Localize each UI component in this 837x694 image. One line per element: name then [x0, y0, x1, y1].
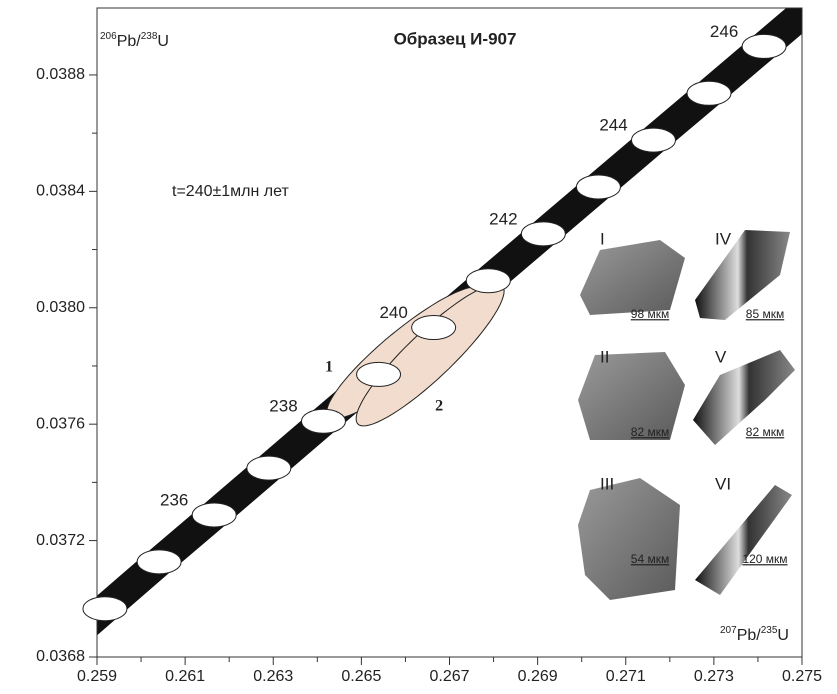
age-label: 244 [599, 116, 627, 135]
inset-label: IV [715, 229, 732, 248]
error-ellipse [355, 283, 505, 427]
y-axis-label: 206Pb/238U [100, 31, 169, 51]
inset-scale: 54 мкм [631, 552, 669, 566]
inset-scale: 98 мкм [631, 307, 669, 321]
x-tick-label: 0.273 [694, 668, 734, 685]
label-text: Pb/ [737, 627, 762, 644]
y-tick-label: 0.0384 [36, 183, 85, 200]
inset-label: I [600, 229, 605, 248]
age-marker [686, 80, 732, 106]
label-text: U [777, 627, 789, 644]
age-marker [356, 361, 402, 387]
annotation: t=240±1млн лет [172, 183, 289, 200]
age-marker [246, 455, 292, 481]
x-tick-label: 0.263 [253, 668, 293, 685]
y-tick-label: 0.0372 [36, 532, 85, 549]
label-superscript: 207 [720, 625, 737, 636]
zircon-image [578, 478, 680, 600]
y-tick-label: 0.0380 [36, 299, 85, 316]
age-label: 236 [160, 490, 188, 509]
label-text: U [157, 33, 169, 50]
age-marker [520, 221, 566, 247]
y-tick-label: 0.0376 [36, 415, 85, 432]
age-marker [465, 268, 511, 294]
x-tick-label: 0.275 [782, 668, 822, 685]
zircon-image [580, 240, 685, 315]
inset-label: V [715, 347, 727, 366]
age-label: 242 [489, 209, 517, 228]
ellipse-label: 2 [435, 398, 443, 415]
age-label: 238 [269, 397, 297, 416]
inset-scale: 82 мкм [631, 425, 669, 439]
age-marker [411, 315, 457, 341]
y-tick-label: 0.0388 [36, 66, 85, 83]
label-text: Pb/ [117, 33, 142, 50]
inset-scale: 120 мкм [742, 552, 787, 566]
label-superscript: 206 [100, 31, 117, 42]
age-marker [300, 408, 346, 434]
x-tick-label: 0.259 [77, 668, 117, 685]
age-marker [191, 502, 237, 528]
zircon-image [695, 230, 790, 320]
inset-label: II [600, 347, 609, 366]
label-superscript: 238 [141, 31, 158, 42]
x-tick-label: 0.269 [518, 668, 558, 685]
x-axis-label: 207Pb/235U [720, 625, 789, 645]
zircon-image [693, 350, 795, 445]
age-marker [631, 127, 677, 153]
inset-scale: 85 мкм [746, 307, 784, 321]
inset-label: III [600, 474, 614, 493]
zircon-image [578, 352, 685, 440]
age-marker [741, 33, 787, 59]
y-tick-label: 0.0368 [36, 648, 85, 665]
zircon-insets [578, 230, 795, 600]
x-tick-label: 0.261 [165, 668, 205, 685]
age-label: 240 [379, 303, 407, 322]
age-label: 246 [710, 22, 738, 41]
x-tick-label: 0.271 [606, 668, 646, 685]
x-tick-label: 0.267 [429, 668, 469, 685]
age-marker [82, 596, 128, 622]
label-superscript: 235 [761, 625, 778, 636]
inset-label: VI [715, 474, 731, 493]
age-marker [136, 549, 182, 575]
zircon-image [695, 485, 792, 595]
ellipse-label: 1 [325, 359, 333, 376]
x-tick-label: 0.265 [341, 668, 381, 685]
chart-title: Образец И-907 [394, 29, 517, 48]
age-marker [575, 174, 621, 200]
inset-scale: 82 мкм [746, 425, 784, 439]
